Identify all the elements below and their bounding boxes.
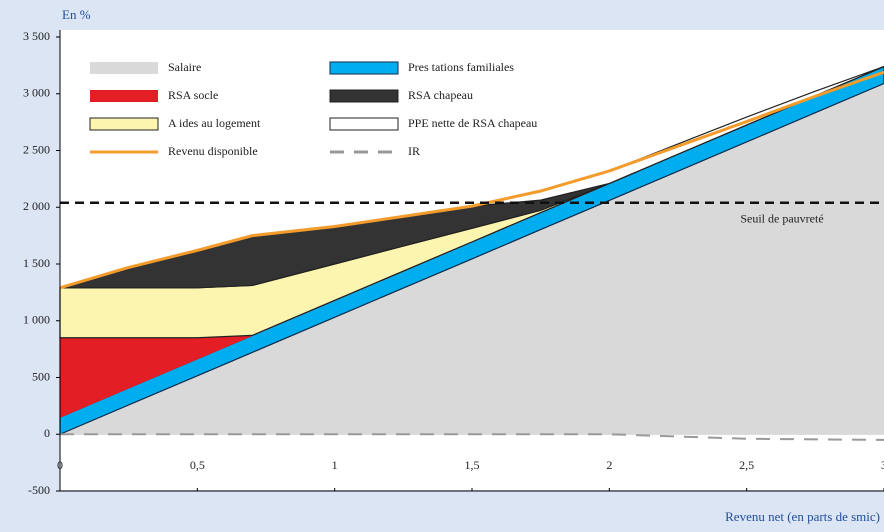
legend-swatch bbox=[90, 90, 158, 102]
legend-swatch bbox=[89, 117, 159, 131]
y-axis-label: En % bbox=[62, 7, 91, 22]
legend-label: PPE nette de RSA chapeau bbox=[408, 116, 537, 130]
x-tick-label: 0 bbox=[57, 458, 63, 472]
x-tick-label: 3 bbox=[881, 458, 884, 472]
y-tick-label: 2 500 bbox=[23, 142, 50, 156]
dashed-line bbox=[60, 433, 884, 441]
y-tick-label: -500 bbox=[28, 483, 50, 497]
y-tick-label: 0 bbox=[44, 426, 50, 440]
y-tick-label: 500 bbox=[32, 369, 50, 383]
legend-label: RSA chapeau bbox=[408, 88, 473, 102]
x-tick-label: 1,5 bbox=[465, 458, 480, 472]
legend-label: Salaire bbox=[168, 60, 201, 74]
x-tick-label: 1 bbox=[332, 458, 338, 472]
y-tick-label: 1 000 bbox=[23, 313, 50, 327]
y-tick-label: 1 500 bbox=[23, 256, 50, 270]
threshold-label: Seuil de pauvreté bbox=[740, 211, 823, 225]
legend-swatch bbox=[329, 117, 399, 131]
y-tick-label: 3 000 bbox=[23, 86, 50, 100]
x-tick-label: 2,5 bbox=[739, 458, 754, 472]
legend-label: IR bbox=[408, 144, 420, 158]
legend-swatch bbox=[329, 61, 399, 75]
x-tick-label: 0,5 bbox=[190, 458, 205, 472]
legend-label: A ides au logement bbox=[168, 116, 261, 130]
legend-label: RSA socle bbox=[168, 88, 218, 102]
legend-swatch bbox=[329, 89, 399, 103]
y-tick-label: 2 000 bbox=[23, 199, 50, 213]
y-tick-label: 3 500 bbox=[23, 29, 50, 43]
line bbox=[59, 70, 884, 290]
legend-swatch bbox=[90, 62, 158, 74]
legend-label: Revenu disponible bbox=[168, 144, 258, 158]
x-tick-label: 2 bbox=[606, 458, 612, 472]
x-axis-label: Revenu net (en parts de smic) bbox=[725, 509, 880, 524]
legend-label: Pres tations familiales bbox=[408, 60, 514, 74]
